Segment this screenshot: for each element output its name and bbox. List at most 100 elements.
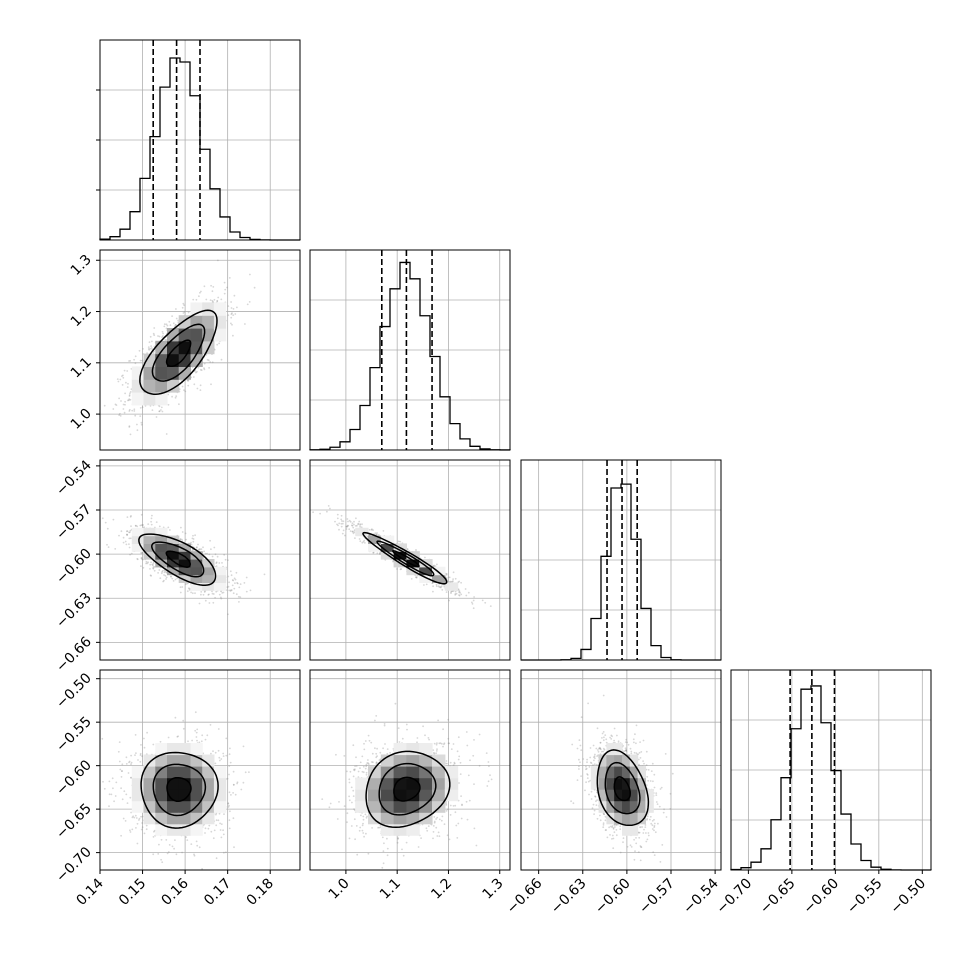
scatter-point — [354, 525, 357, 527]
scatter-point — [128, 546, 131, 549]
scatter-point — [191, 549, 193, 552]
scatter-point — [197, 366, 200, 369]
scatter-point — [128, 537, 131, 540]
scatter-point — [128, 395, 131, 397]
scatter-point — [342, 520, 345, 523]
scatter-point — [211, 361, 214, 364]
scatter-point — [175, 317, 178, 320]
scatter-point — [119, 378, 122, 381]
density-block — [143, 379, 156, 393]
scatter-point — [121, 384, 124, 386]
scatter-point — [143, 526, 145, 529]
scatter-panel-2-3 — [309, 459, 511, 661]
scatter-point — [140, 557, 143, 560]
scatter-point — [376, 532, 378, 534]
scatter-point — [117, 380, 120, 383]
density-block — [190, 551, 203, 560]
histogram-panel-1 — [96, 39, 301, 241]
scatter-point — [361, 523, 363, 526]
scatter-point — [174, 323, 177, 326]
scatter-point — [194, 592, 196, 595]
scatter-point — [120, 530, 123, 533]
scatter-point — [184, 583, 187, 586]
scatter-point — [198, 846, 201, 849]
scatter-point — [351, 530, 354, 533]
scatter-point — [127, 399, 129, 402]
scatter-point — [118, 414, 121, 416]
scatter-point — [227, 314, 230, 317]
scatter-point — [441, 589, 444, 591]
scatter-point — [114, 548, 117, 550]
scatter-point — [187, 587, 190, 590]
scatter-point — [122, 374, 124, 377]
scatter-point — [243, 582, 246, 584]
scatter-point — [126, 533, 129, 536]
density-block — [202, 582, 215, 591]
scatter-point — [375, 533, 378, 536]
scatter-point — [187, 384, 190, 387]
scatter-point — [160, 406, 163, 409]
scatter-point — [158, 410, 161, 413]
scatter-point — [203, 367, 205, 369]
scatter-point — [205, 298, 208, 301]
scatter-point — [225, 754, 228, 757]
scatter-point — [141, 822, 144, 824]
scatter-point — [363, 539, 366, 542]
scatter-point — [157, 335, 159, 337]
scatter-point — [248, 301, 251, 303]
scatter-point — [142, 558, 144, 561]
density-block — [143, 551, 156, 560]
scatter-point — [129, 398, 132, 401]
scatter-point — [439, 586, 442, 588]
scatter-point — [201, 734, 204, 737]
scatter-point — [153, 566, 156, 568]
scatter-point — [152, 567, 155, 569]
density-block — [432, 566, 446, 576]
scatter-point — [114, 795, 117, 797]
scatter-point — [458, 594, 461, 597]
density-block — [368, 535, 382, 544]
scatter-point — [227, 575, 230, 578]
scatter-point — [152, 564, 154, 567]
scatter-point — [452, 578, 454, 580]
scatter-point — [225, 851, 227, 854]
scatter-point — [150, 517, 153, 520]
y-tick-label: −0.63 — [53, 590, 95, 632]
scatter-point — [223, 851, 225, 854]
scatter-point — [198, 741, 201, 744]
scatter-point — [233, 587, 236, 590]
scatter-point — [355, 517, 357, 520]
scatter-point — [169, 324, 172, 326]
scatter-point — [345, 525, 348, 528]
scatter-point — [149, 335, 152, 338]
scatter-point — [210, 383, 212, 386]
scatter-point — [145, 824, 148, 827]
scatter-point — [454, 577, 457, 580]
scatter-point — [163, 323, 166, 326]
scatter-point — [133, 358, 136, 361]
scatter-point — [140, 421, 143, 424]
scatter-point — [438, 586, 441, 588]
scatter-point — [142, 524, 144, 526]
scatter-point — [147, 348, 150, 350]
scatter-point — [171, 315, 174, 317]
scatter-point — [140, 513, 143, 516]
scatter-point — [348, 519, 351, 522]
density-block — [393, 551, 407, 560]
scatter-point — [208, 367, 211, 369]
scatter-point — [153, 350, 156, 353]
scatter-point — [345, 525, 348, 528]
scatter-point — [139, 359, 142, 362]
scatter-point — [126, 370, 129, 372]
density-block — [143, 392, 156, 406]
scatter-point — [347, 524, 350, 527]
scatter-point — [356, 524, 358, 527]
scatter-point — [207, 359, 210, 362]
scatter-point — [152, 567, 155, 570]
scatter-point — [128, 394, 131, 396]
scatter-point — [345, 528, 348, 530]
scatter-point — [161, 571, 164, 573]
scatter-point — [162, 335, 164, 337]
density-block — [131, 379, 145, 393]
